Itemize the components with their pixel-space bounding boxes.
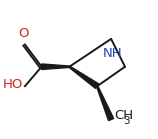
Polygon shape (97, 86, 114, 121)
Text: CH: CH (114, 109, 133, 122)
Text: HO: HO (3, 78, 24, 91)
Text: 3: 3 (123, 116, 130, 126)
Polygon shape (69, 66, 99, 88)
Polygon shape (42, 64, 69, 70)
Text: NH: NH (103, 47, 122, 60)
Text: O: O (18, 27, 29, 40)
